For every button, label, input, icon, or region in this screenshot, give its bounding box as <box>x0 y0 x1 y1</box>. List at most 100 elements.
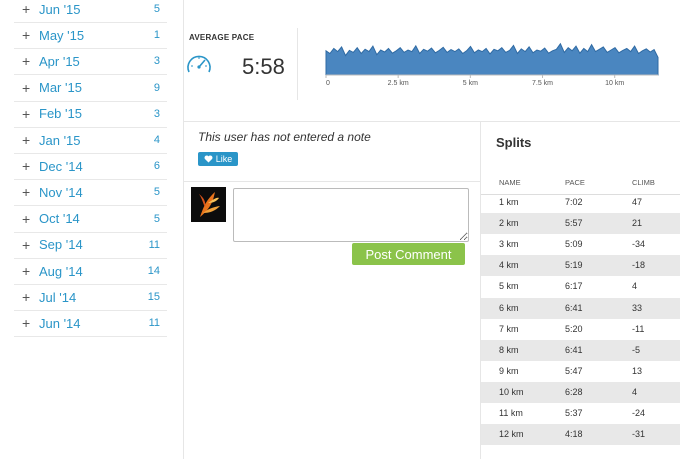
split-climb: -11 <box>632 323 645 334</box>
expand-plus-icon[interactable]: + <box>22 1 31 17</box>
split-row: 2 km 5:57 21 <box>481 213 680 235</box>
month-label[interactable]: Jan '15 <box>39 132 81 148</box>
split-name: 11 km <box>499 408 523 418</box>
split-name: 6 km <box>499 302 519 313</box>
comment-input[interactable] <box>233 188 469 242</box>
expand-plus-icon[interactable]: + <box>22 105 31 122</box>
note-panel: This user has not entered a note Like <box>184 122 480 182</box>
month-activity-count: 4 <box>153 134 160 146</box>
split-name: 4 km <box>499 260 519 271</box>
split-pace: 6:28 <box>565 386 583 397</box>
expand-plus-icon[interactable]: + <box>22 132 31 148</box>
split-name: 1 km <box>499 197 519 207</box>
split-climb: 21 <box>632 218 643 229</box>
split-row: 5 km 6:17 4 <box>481 276 680 297</box>
month-row[interactable]: + Oct '14 5 <box>14 206 167 233</box>
month-row[interactable]: + Sep '14 11 <box>14 232 167 259</box>
month-row[interactable]: + Aug '14 14 <box>14 258 167 285</box>
split-row: 1 km 7:02 47 <box>481 192 680 213</box>
split-pace: 5:57 <box>565 218 583 229</box>
post-comment-button[interactable]: Post Comment <box>352 243 465 265</box>
month-sidebar: + Jun '15 5 + May '15 1 + Apr '15 3 + Mar '15 9 + Feb… <box>0 0 184 459</box>
split-pace: 6:41 <box>565 302 583 313</box>
month-row[interactable]: + Mar '15 9 <box>14 75 167 102</box>
month-label[interactable]: Apr '15 <box>39 53 80 69</box>
split-name: 2 km <box>499 218 519 229</box>
split-climb: -5 <box>632 344 641 355</box>
split-climb: 47 <box>632 197 643 207</box>
month-activity-count: 1 <box>153 29 160 42</box>
average-pace-title: AVERAGE PACE <box>189 33 255 42</box>
split-row: 6 km 6:41 33 <box>481 297 680 319</box>
month-label[interactable]: Feb '15 <box>39 106 82 122</box>
month-activity-count: 11 <box>148 317 160 330</box>
split-climb: -18 <box>632 260 646 271</box>
month-row[interactable]: + Jan '15 4 <box>14 127 167 154</box>
split-climb: -34 <box>632 239 646 250</box>
split-row: 9 km 5:47 13 <box>481 361 680 382</box>
month-activity-count: 14 <box>147 265 160 277</box>
split-name: 9 km <box>499 365 519 376</box>
month-label[interactable]: Nov '14 <box>39 184 83 200</box>
expand-plus-icon[interactable]: + <box>22 79 31 96</box>
splits-header-name: NAME <box>499 178 521 187</box>
split-row: 7 km 5:20 -11 <box>481 319 680 340</box>
month-activity-count: 15 <box>147 291 160 304</box>
month-label[interactable]: Jun '15 <box>39 1 81 17</box>
splits-title: Splits <box>496 135 532 150</box>
split-name: 7 km <box>499 323 519 334</box>
split-pace: 6:41 <box>565 344 583 355</box>
month-activity-count: 6 <box>153 160 160 173</box>
month-label[interactable]: May '15 <box>39 27 85 43</box>
expand-plus-icon[interactable]: + <box>22 53 31 70</box>
split-name: 3 km <box>499 239 519 250</box>
month-label[interactable]: Dec '14 <box>39 158 83 174</box>
month-row[interactable]: + Jun '15 5 <box>14 0 167 23</box>
expand-plus-icon[interactable]: + <box>22 210 31 227</box>
month-activity-count: 3 <box>153 107 160 120</box>
month-row[interactable]: + Feb '15 3 <box>14 101 167 128</box>
split-name: 12 km <box>499 429 524 440</box>
split-pace: 5:20 <box>565 323 583 334</box>
split-pace: 4:18 <box>565 429 583 440</box>
like-button[interactable]: Like <box>198 152 238 166</box>
month-row[interactable]: + Nov '14 5 <box>14 179 167 207</box>
month-label[interactable]: Jul '14 <box>39 289 77 305</box>
pace-profile-chart: 0 2.5 km 5 km 7.5 km 10 km <box>325 42 659 87</box>
month-row[interactable]: + May '15 1 <box>14 22 167 50</box>
month-label[interactable]: Mar '15 <box>39 80 82 96</box>
splits-header-divider <box>481 194 680 195</box>
split-climb: -24 <box>632 408 646 418</box>
split-climb: 33 <box>632 302 643 313</box>
month-row[interactable]: + Jul '14 15 <box>14 284 167 312</box>
month-activity-count: 11 <box>148 238 160 251</box>
expand-plus-icon[interactable]: + <box>22 158 31 175</box>
month-label[interactable]: Aug '14 <box>39 263 83 279</box>
expand-plus-icon[interactable]: + <box>22 236 31 253</box>
month-label[interactable]: Sep '14 <box>39 237 83 253</box>
split-climb: 4 <box>632 386 638 397</box>
expand-plus-icon[interactable]: + <box>22 27 31 44</box>
average-pace-value: 5:58 <box>242 54 285 79</box>
split-climb: -31 <box>632 429 646 440</box>
split-pace: 5:47 <box>565 365 583 376</box>
split-name: 8 km <box>499 344 519 355</box>
avatar <box>191 187 226 222</box>
month-label[interactable]: Jun '14 <box>39 315 81 331</box>
split-name: 10 km <box>499 386 524 397</box>
split-pace: 5:09 <box>565 239 583 250</box>
expand-plus-icon[interactable]: + <box>22 315 31 332</box>
month-activity-count: 5 <box>153 3 160 15</box>
expand-plus-icon[interactable]: + <box>22 184 31 201</box>
month-row[interactable]: + Dec '14 6 <box>14 153 167 181</box>
expand-plus-icon[interactable]: + <box>22 289 31 306</box>
month-row[interactable]: + Apr '15 3 <box>14 48 167 76</box>
expand-plus-icon[interactable]: + <box>22 263 31 279</box>
month-row[interactable]: + Jun '14 11 <box>14 310 167 338</box>
month-activity-count: 5 <box>153 186 160 199</box>
month-activity-count: 3 <box>153 55 160 68</box>
split-row: 11 km 5:37 -24 <box>481 403 680 424</box>
leaf-avatar-image <box>191 187 226 222</box>
speedometer-icon <box>187 55 211 73</box>
month-label[interactable]: Oct '14 <box>39 211 80 227</box>
